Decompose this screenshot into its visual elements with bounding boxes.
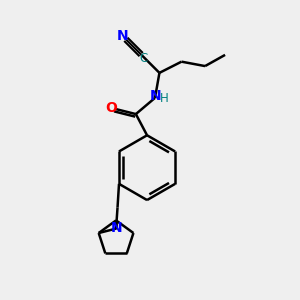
Text: C: C	[140, 52, 148, 65]
Text: N: N	[150, 89, 161, 103]
Text: N: N	[116, 29, 128, 43]
Text: N: N	[111, 221, 122, 235]
Text: H: H	[160, 92, 168, 105]
Text: O: O	[105, 101, 117, 115]
